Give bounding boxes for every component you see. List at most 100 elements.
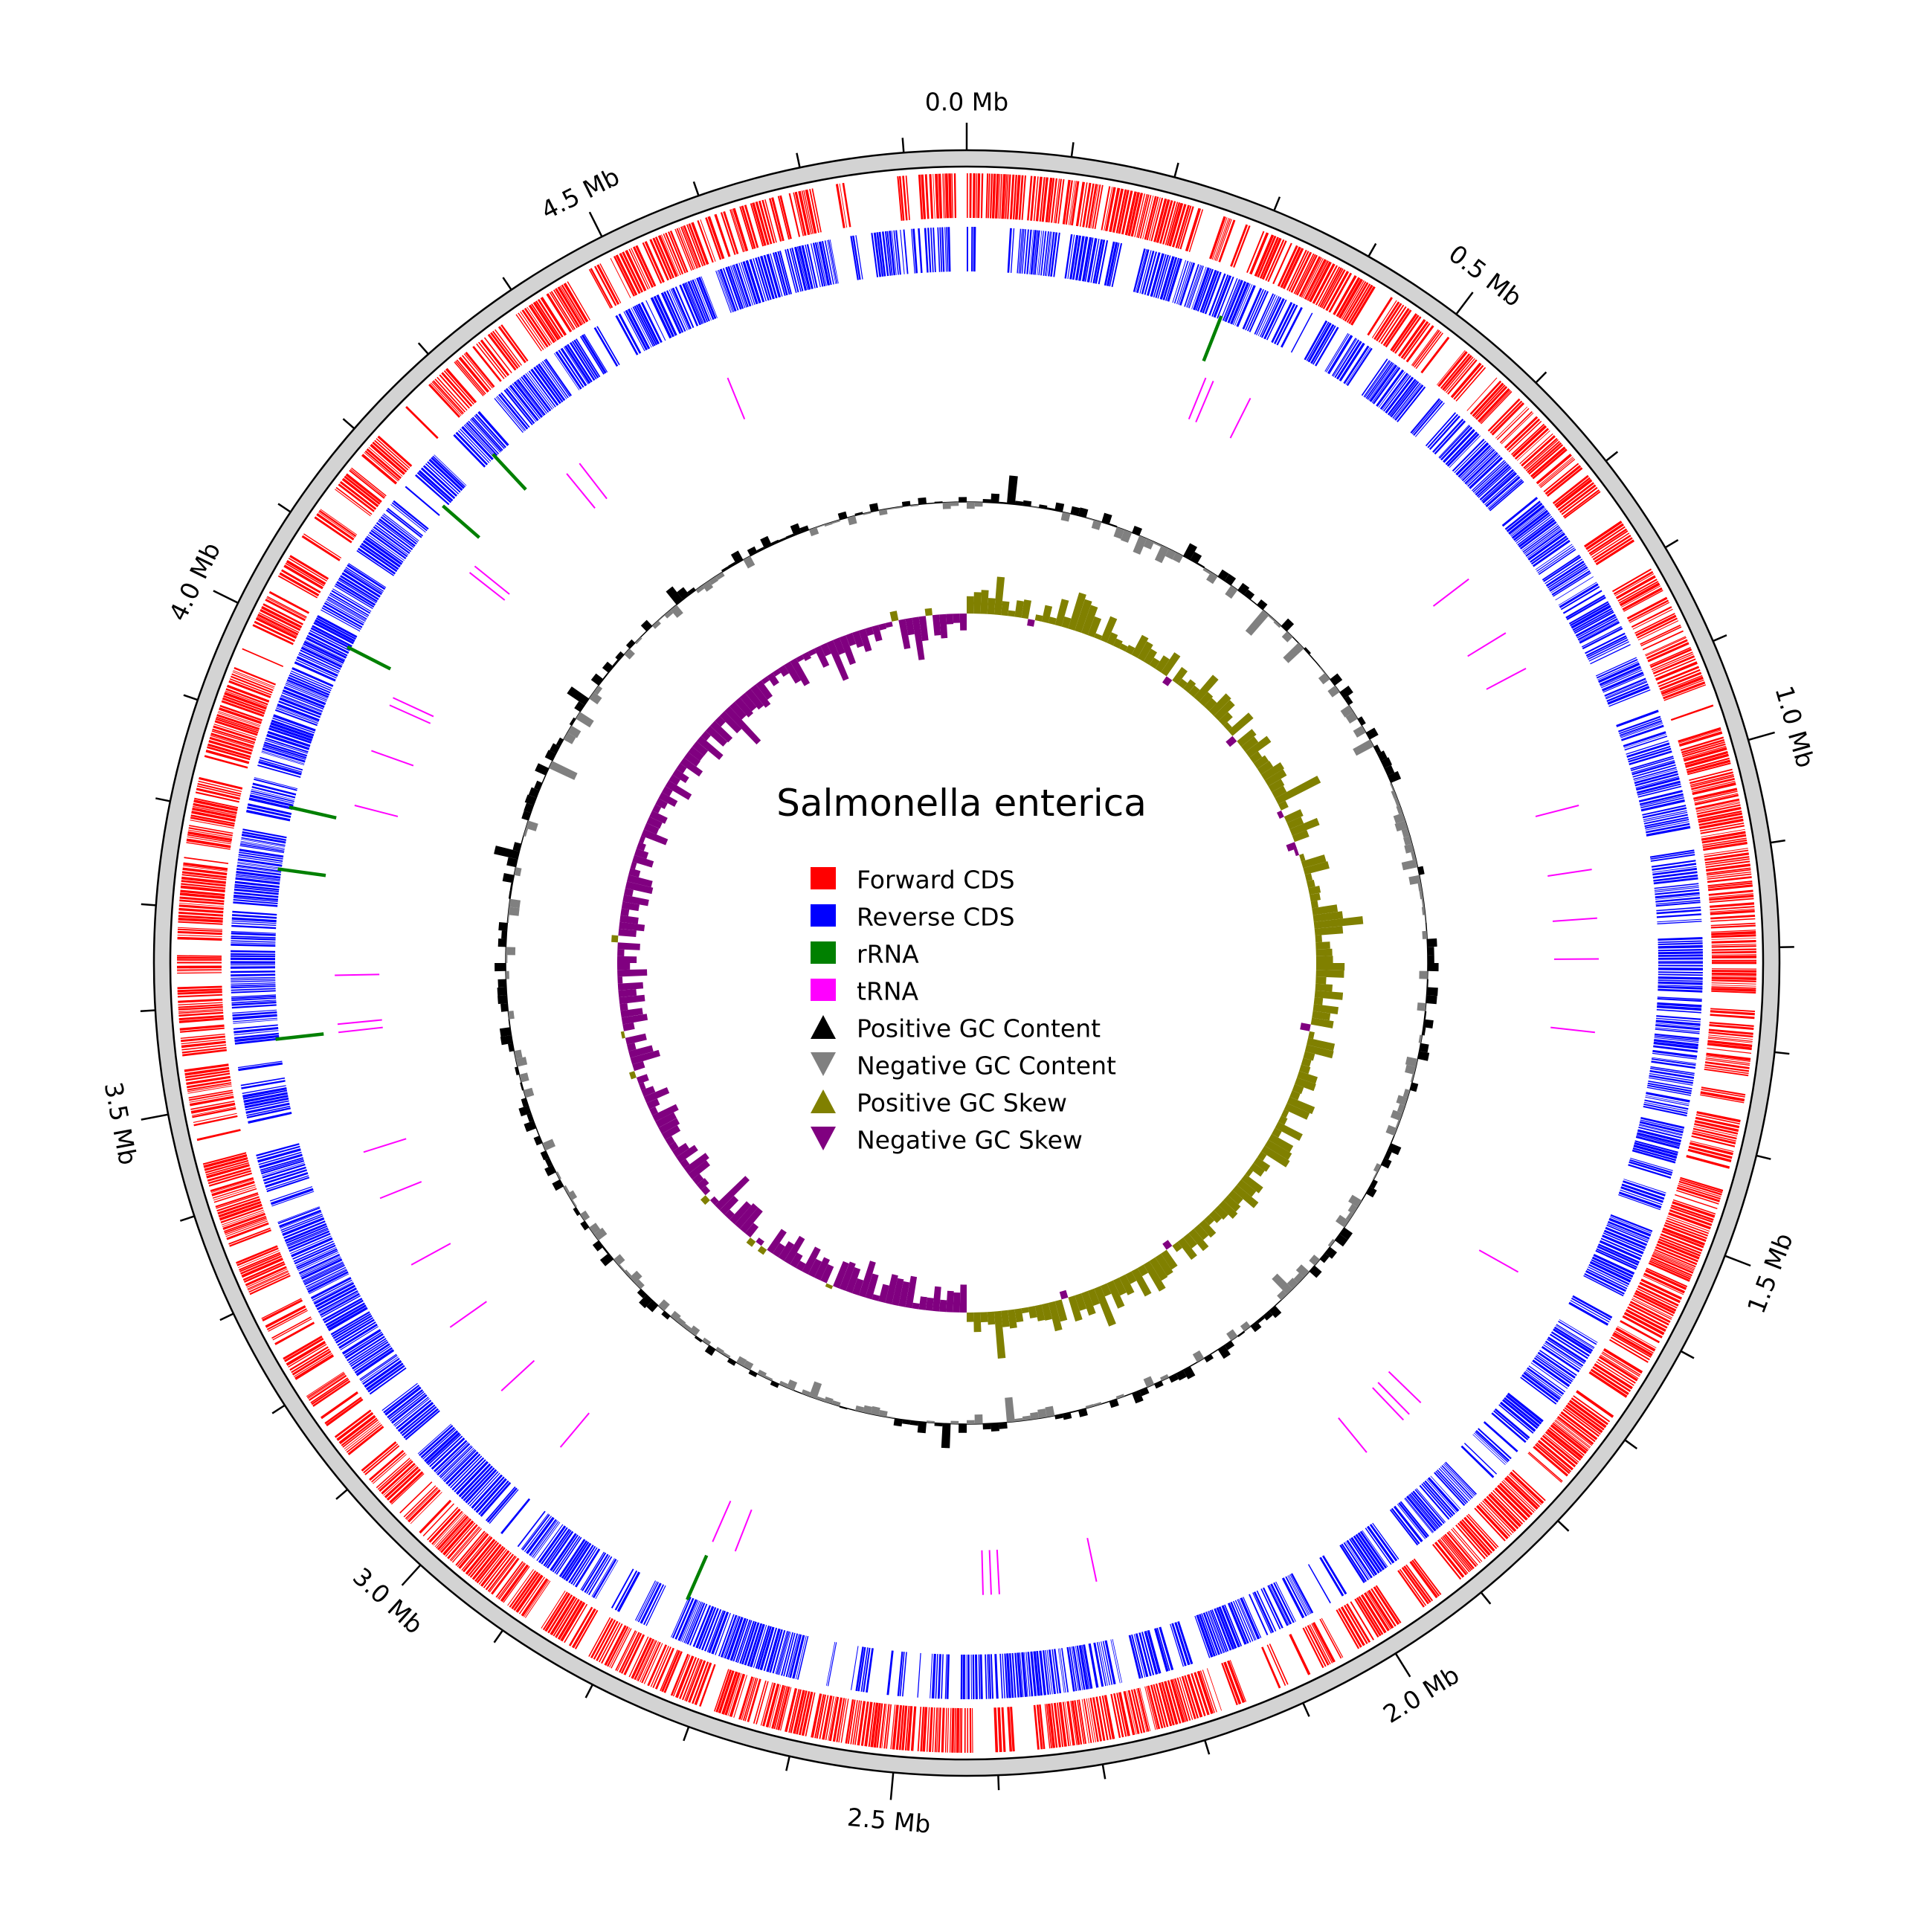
reverse-cds-feature	[570, 1545, 596, 1585]
forward-cds-feature	[224, 692, 267, 710]
gc-content-negative-mark	[619, 1264, 625, 1272]
forward-cds-feature	[1711, 938, 1756, 940]
gc-skew-negative-mark	[617, 976, 623, 984]
reverse-cds-feature	[1256, 294, 1276, 335]
trna-feature	[410, 1243, 451, 1266]
reverse-cds-feature	[1023, 1652, 1028, 1697]
forward-cds-feature	[531, 303, 557, 342]
gc-content-positive-mark	[512, 842, 522, 851]
reverse-cds-feature	[1217, 276, 1234, 319]
forward-cds-feature	[1046, 1704, 1052, 1748]
gc-skew-negative-mark	[618, 928, 637, 937]
gc-content-positive-mark	[1204, 1353, 1214, 1363]
gc-skew-positive-mark	[1268, 1133, 1294, 1153]
reverse-cds-feature	[1484, 474, 1518, 506]
gc-content-positive-mark	[521, 811, 531, 821]
gc-skew-negative-mark	[796, 1260, 806, 1272]
forward-cds-feature	[1307, 260, 1329, 301]
forward-cds-feature	[571, 1608, 596, 1649]
gc-content-negative-mark	[515, 1057, 528, 1067]
forward-cds-feature	[1272, 242, 1292, 285]
reverse-cds-feature	[1307, 322, 1332, 363]
gc-content-positive-mark	[1357, 716, 1366, 726]
reverse-cds-feature	[286, 681, 328, 699]
forward-cds-feature	[1708, 1028, 1753, 1035]
forward-cds-feature	[1302, 1627, 1324, 1669]
reverse-cds-feature	[466, 422, 498, 457]
gc-content-negative-mark	[824, 1397, 834, 1404]
reverse-cds-feature	[231, 985, 276, 989]
gc-content-negative-mark	[1093, 1402, 1102, 1406]
reverse-cds-feature	[1633, 1144, 1678, 1159]
trna-feature	[1550, 1026, 1595, 1034]
reverse-cds-feature	[1339, 342, 1365, 381]
reverse-cds-feature	[1208, 1610, 1225, 1653]
reverse-cds-feature	[671, 287, 692, 329]
reverse-cds-feature	[1350, 1536, 1378, 1576]
reverse-cds-feature	[1558, 1321, 1597, 1345]
reverse-cds-feature	[1528, 1365, 1566, 1393]
reverse-cds-feature	[1608, 689, 1651, 707]
gc-content-negative-mark	[1327, 1239, 1336, 1247]
reverse-cds-feature	[1104, 1640, 1116, 1685]
reverse-cds-feature	[650, 297, 672, 339]
reverse-cds-feature	[1542, 554, 1580, 581]
reverse-cds-feature	[1075, 236, 1085, 280]
forward-cds-feature	[1481, 391, 1513, 425]
forward-cds-feature	[178, 1004, 223, 1008]
reverse-cds-feature	[250, 792, 294, 804]
reverse-cds-feature	[1571, 605, 1611, 629]
gc-skew-negative-mark	[632, 854, 654, 868]
minor-tick	[1101, 1764, 1107, 1780]
forward-cds-feature	[1514, 428, 1549, 460]
forward-cds-feature	[260, 608, 301, 631]
reverse-cds-feature	[1204, 271, 1222, 315]
forward-cds-feature	[262, 603, 303, 625]
forward-cds-feature	[564, 1603, 588, 1643]
forward-cds-feature	[1707, 1043, 1752, 1051]
reverse-cds-feature	[1202, 1612, 1220, 1655]
reverse-cds-feature	[354, 1347, 393, 1374]
forward-cds-feature	[1584, 521, 1623, 548]
gc-content-positive-mark	[918, 497, 927, 505]
forward-cds-feature	[1506, 418, 1541, 451]
forward-cds-feature	[1112, 188, 1124, 233]
forward-cds-feature	[1711, 945, 1756, 948]
forward-cds-feature	[183, 862, 228, 871]
gc-content-positive-mark	[494, 846, 520, 860]
forward-cds-feature	[405, 406, 439, 439]
forward-cds-feature	[1676, 1186, 1720, 1202]
reverse-cds-feature	[1383, 375, 1411, 412]
gc-content-negative-mark	[1424, 915, 1426, 924]
reverse-cds-feature	[321, 607, 361, 630]
gc-content-negative-mark	[1419, 891, 1423, 900]
forward-cds-feature	[661, 1650, 680, 1693]
forward-cds-feature	[1524, 439, 1559, 470]
reverse-cds-feature	[592, 1559, 617, 1598]
gc-skew-positive-mark	[1048, 1301, 1063, 1332]
rna-track	[275, 315, 1599, 1601]
forward-cds-feature	[428, 383, 460, 418]
forward-cds-feature	[574, 1609, 599, 1649]
gc-skew-negative-mark	[953, 1292, 961, 1313]
forward-cds-feature	[752, 202, 767, 246]
reverse-cds-feature	[364, 537, 403, 565]
forward-cds-feature	[799, 1691, 811, 1736]
gc-content-negative-mark	[1395, 1120, 1400, 1129]
gc-content-positive-mark	[778, 537, 787, 542]
reverse-cds-feature	[735, 263, 752, 307]
forward-cds-feature	[1455, 1524, 1486, 1559]
forward-cds-feature	[1700, 825, 1745, 834]
reverse-cds-feature	[1481, 471, 1515, 502]
forward-cds-feature	[1710, 902, 1755, 908]
forward-cds-feature	[410, 1492, 442, 1524]
gc-skew-negative-mark	[709, 721, 733, 743]
reverse-cds-feature	[575, 1548, 601, 1588]
forward-cds-feature	[1338, 278, 1363, 319]
forward-cds-feature	[1554, 1420, 1591, 1449]
gc-skew-positive-mark	[1137, 1264, 1149, 1277]
reverse-cds-feature	[297, 654, 339, 674]
reverse-cds-feature	[517, 379, 546, 416]
forward-cds-feature	[898, 1705, 905, 1751]
forward-cds-feature	[1685, 753, 1729, 768]
